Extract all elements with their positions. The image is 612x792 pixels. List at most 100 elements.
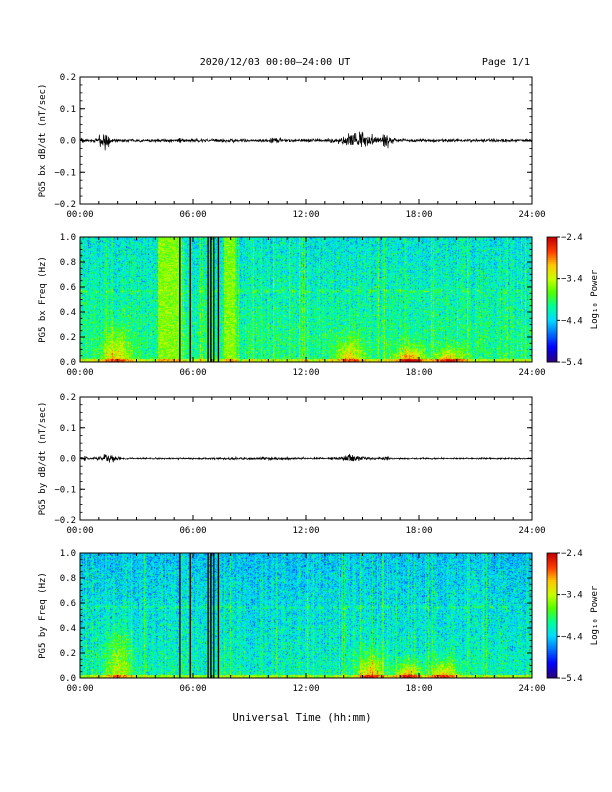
colorbar-swatch (547, 355, 557, 359)
colorbar-swatch (547, 351, 557, 355)
x-axis-title: Universal Time (hh:mm) (232, 712, 371, 724)
colorbar-swatch (547, 642, 557, 646)
plot-frame (79, 552, 533, 679)
colorbar-frame (546, 552, 558, 679)
y-tick-label: −0.1 (54, 168, 76, 178)
colorbar-swatch (547, 284, 557, 288)
colorbar-swatch (547, 276, 557, 280)
colorbar-swatch (547, 303, 557, 307)
colorbar-swatch (547, 590, 557, 594)
colorbar-swatch (547, 299, 557, 303)
colorbar-tick-label: −5.4 (561, 358, 583, 368)
colorbar-swatch (547, 615, 557, 619)
y-tick-label: 0.2 (60, 649, 76, 659)
colorbar-swatch (547, 661, 557, 664)
plot-frame (79, 236, 533, 363)
x-tick-label: 00:00 (66, 684, 93, 694)
colorbar-swatch (547, 667, 557, 671)
y-tick-label: 0.4 (60, 624, 76, 634)
x-tick-label: 24:00 (518, 210, 545, 220)
x-tick-label: 06:00 (179, 684, 206, 694)
colorbar-swatch (547, 609, 557, 612)
colorbar-swatch (547, 663, 557, 666)
x-tick-label: 00:00 (66, 368, 93, 378)
colorbar-swatch (547, 565, 557, 569)
colorbar-swatch (547, 314, 557, 317)
colorbar-swatch (547, 316, 557, 319)
y-axis-title: PG5 bx dB/dt (nT/sec) (38, 84, 48, 198)
colorbar-swatch (547, 582, 557, 585)
colorbar-swatch (547, 295, 557, 298)
colorbar-swatch (547, 617, 557, 621)
spectrogram-image (80, 553, 532, 678)
colorbar: −2.4 −3.4 −4.4 −5.4 Log₁₀ Power (546, 233, 600, 368)
colorbar-swatch (547, 625, 557, 629)
colorbar-swatch (547, 247, 557, 250)
colorbar-swatch (547, 282, 557, 286)
panel-by-spectrogram: 00:00 06:00 12:00 18:00 24:00 1.0 0.8 0.6 0.4 0.2… (38, 549, 600, 694)
colorbar-swatch (547, 553, 557, 556)
colorbar-swatch (547, 287, 557, 290)
colorbar-swatch (547, 605, 557, 608)
colorbar-frame (546, 236, 558, 363)
y-tick-label: 0.2 (60, 333, 76, 343)
colorbar-swatch (547, 653, 557, 656)
colorbar-swatch (547, 557, 557, 560)
colorbar-swatch (547, 671, 557, 675)
colorbar-swatch (547, 619, 557, 623)
y-tick-label: 0.8 (60, 574, 76, 584)
colorbar-swatch (547, 262, 557, 265)
colorbar-swatch (547, 665, 557, 669)
colorbar-swatch (547, 669, 557, 673)
colorbar-swatch (547, 241, 557, 244)
colorbar-swatch (547, 264, 557, 267)
colorbar-swatch (547, 320, 557, 323)
y-tick-label: 0.0 (60, 137, 76, 147)
x-tick-label: 12:00 (292, 368, 319, 378)
colorbar-swatch (547, 328, 557, 332)
y-tick-label: 0.1 (60, 424, 76, 434)
colorbar-swatch (547, 588, 557, 591)
y-axis-title: PG5 bx Freq (Hz) (38, 256, 48, 343)
colorbar-swatch (547, 270, 557, 273)
y-tick-label: 0.0 (60, 455, 76, 465)
x-tick-label: 18:00 (405, 526, 432, 536)
colorbar-swatch (547, 243, 557, 246)
dbdt-trace (79, 131, 533, 151)
colorbar-swatch (547, 359, 557, 363)
x-tick-label: 12:00 (292, 210, 319, 220)
colorbar-swatch (547, 337, 557, 340)
colorbar-swatch (547, 673, 557, 677)
colorbar-swatch (547, 584, 557, 587)
colorbar-swatch (547, 592, 557, 596)
colorbar-swatch (547, 307, 557, 311)
colorbar-swatch (547, 339, 557, 342)
colorbar-swatch (547, 571, 557, 575)
colorbar-swatch (547, 675, 557, 679)
colorbar-swatch (547, 347, 557, 350)
colorbar-swatch (547, 555, 557, 558)
colorbar-swatch (547, 293, 557, 296)
colorbar-swatch (547, 578, 557, 581)
x-tick-label: 18:00 (405, 684, 432, 694)
panel-by-timeseries: 00:00 06:00 12:00 18:00 24:00 0.2 0.1 0.0 −0.1 −0… (38, 393, 546, 536)
colorbar-tick-label: −2.4 (561, 233, 583, 243)
colorbar-swatch (547, 345, 557, 348)
colorbar-swatch (547, 646, 557, 650)
colorbar-title: Log₁₀ Power (590, 585, 600, 645)
colorbar-swatch (547, 249, 557, 253)
y-tick-label: −0.2 (54, 200, 76, 210)
page-indicator: Page 1/1 (482, 57, 530, 68)
x-tick-label: 12:00 (292, 684, 319, 694)
colorbar-swatch (547, 259, 557, 263)
colorbar-swatch (547, 575, 557, 579)
colorbar-swatch (547, 569, 557, 573)
colorbar-swatch (547, 297, 557, 300)
colorbar-swatch (547, 301, 557, 305)
colorbar-swatch (547, 330, 557, 334)
x-tick-label: 18:00 (405, 368, 432, 378)
x-tick-label: 06:00 (179, 210, 206, 220)
y-tick-label: 1.0 (60, 233, 76, 243)
colorbar-swatch (547, 603, 557, 606)
colorbar-swatch (547, 324, 557, 328)
